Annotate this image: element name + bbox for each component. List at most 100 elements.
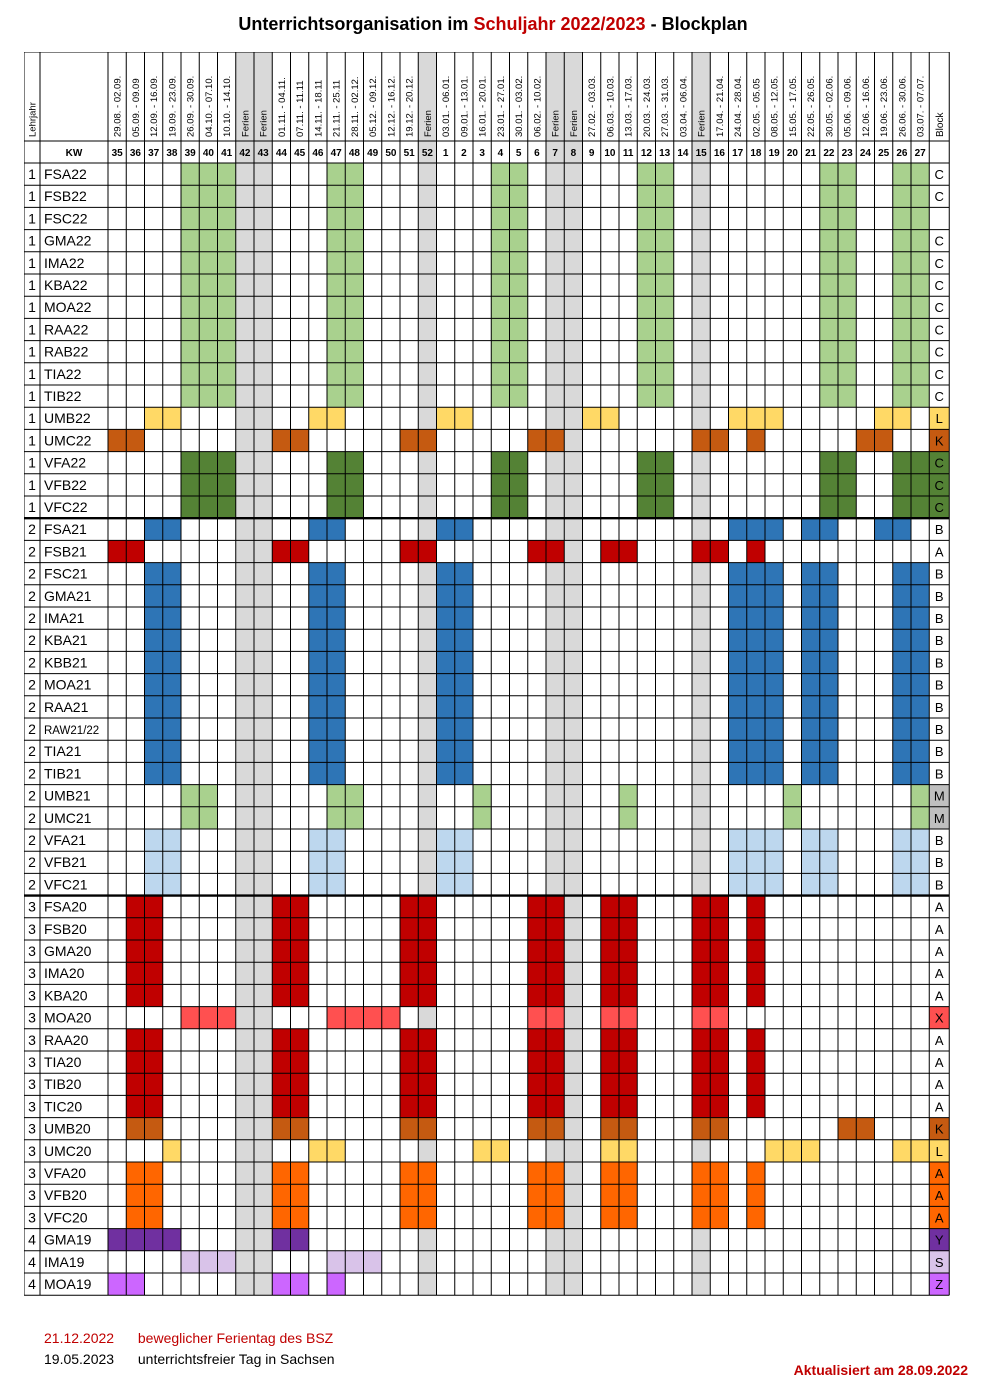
block-cell	[144, 962, 163, 985]
block-cell	[527, 429, 546, 452]
block-cell	[308, 740, 327, 763]
week-date-label: 08.05. - 12.05.	[770, 76, 781, 137]
kw-number: 12	[641, 148, 653, 159]
class-name: FSA21	[44, 521, 87, 537]
block-cell	[619, 984, 638, 1007]
block-cell	[527, 1073, 546, 1096]
block-cell	[801, 1139, 820, 1162]
block-cell	[710, 1095, 729, 1118]
class-name: KBA22	[44, 277, 88, 293]
block-cell	[600, 1206, 619, 1229]
block-cell	[162, 762, 181, 785]
block-cell	[655, 274, 674, 297]
block-cell	[454, 718, 473, 741]
kw-number: 47	[331, 148, 343, 159]
week-date-label: Ferien	[697, 110, 708, 137]
week-date-label: 19.12. - 20.12.	[405, 76, 416, 137]
block-cell	[801, 829, 820, 852]
block-cell	[765, 607, 784, 630]
kw-number: 10	[604, 148, 616, 159]
block-cell	[692, 1162, 711, 1185]
block-cell	[199, 318, 218, 341]
block-cell	[655, 185, 674, 208]
block-cell	[509, 296, 528, 319]
class-name: VFA20	[44, 1165, 86, 1181]
week-date-label: 04.10. - 07.10.	[204, 76, 215, 137]
block-cell	[892, 296, 911, 319]
note-row: 19.05.2023 unterrichtsfreier Tag in Sach…	[44, 1349, 335, 1370]
block-code: B	[935, 655, 944, 670]
block-cell	[436, 407, 455, 430]
block-cell	[290, 1206, 309, 1229]
block-cell	[181, 451, 200, 474]
block-cell	[327, 806, 346, 829]
block-cell	[911, 296, 930, 319]
week-date-label: 05.09. - 09.09	[131, 78, 142, 137]
block-cell	[491, 229, 510, 252]
block-cell	[162, 673, 181, 696]
block-cell	[418, 1095, 437, 1118]
block-cell	[144, 518, 163, 541]
block-cell	[473, 806, 492, 829]
block-cell	[327, 473, 346, 496]
block-cell	[327, 1006, 346, 1029]
note-date: 19.05.2023	[44, 1351, 115, 1367]
kw-label: KW	[66, 148, 83, 159]
block-cell	[637, 274, 656, 297]
title-prefix: Unterrichtsorganisation im	[238, 14, 469, 34]
lehrjahr-value: 3	[28, 1010, 36, 1026]
week-date-label: 19.09. - 23.09.	[167, 76, 178, 137]
block-cell	[308, 718, 327, 741]
block-cell	[181, 1250, 200, 1273]
block-cell	[546, 917, 565, 940]
block-cell	[418, 917, 437, 940]
block-cell	[911, 651, 930, 674]
class-name: IMA22	[44, 255, 85, 271]
class-name: RAA20	[44, 1032, 89, 1048]
block-cell	[765, 695, 784, 718]
block-cell	[327, 562, 346, 585]
block-cell	[819, 185, 838, 208]
block-cell	[327, 629, 346, 652]
lehrjahr-value: 2	[28, 810, 36, 826]
block-cell	[290, 940, 309, 963]
block-cell	[692, 1073, 711, 1096]
block-cell	[801, 873, 820, 896]
block-cell	[819, 296, 838, 319]
block-cell	[746, 584, 765, 607]
title-suffix: - Blockplan	[650, 14, 748, 34]
block-cell	[400, 917, 419, 940]
block-cell	[765, 673, 784, 696]
block-cell	[637, 163, 656, 186]
kw-number: 11	[623, 148, 634, 159]
kw-number: 42	[239, 148, 251, 159]
block-cell	[801, 740, 820, 763]
block-cell	[600, 1139, 619, 1162]
block-cell	[327, 829, 346, 852]
block-cell	[272, 1073, 291, 1096]
block-code: B	[935, 744, 944, 759]
block-cell	[509, 163, 528, 186]
block-code: M	[934, 789, 945, 804]
block-cell	[746, 629, 765, 652]
block-cell	[892, 629, 911, 652]
lehrjahr-value: 2	[28, 721, 36, 737]
block-cell	[199, 207, 218, 230]
block-code: B	[935, 522, 944, 537]
block-cell	[308, 607, 327, 630]
block-cell	[838, 229, 857, 252]
kw-number: 16	[714, 148, 726, 159]
note-text: beweglicher Ferientag des BSZ	[137, 1330, 334, 1346]
block-cell	[290, 1095, 309, 1118]
class-name: KBA21	[44, 632, 88, 648]
block-cell	[692, 962, 711, 985]
block-cell	[892, 207, 911, 230]
block-code: B	[935, 877, 944, 892]
block-cell	[509, 473, 528, 496]
block-cell	[746, 940, 765, 963]
lehrjahr-value: 3	[28, 965, 36, 981]
block-cell	[692, 940, 711, 963]
block-cell	[637, 185, 656, 208]
block-cell	[327, 718, 346, 741]
block-cell	[454, 562, 473, 585]
